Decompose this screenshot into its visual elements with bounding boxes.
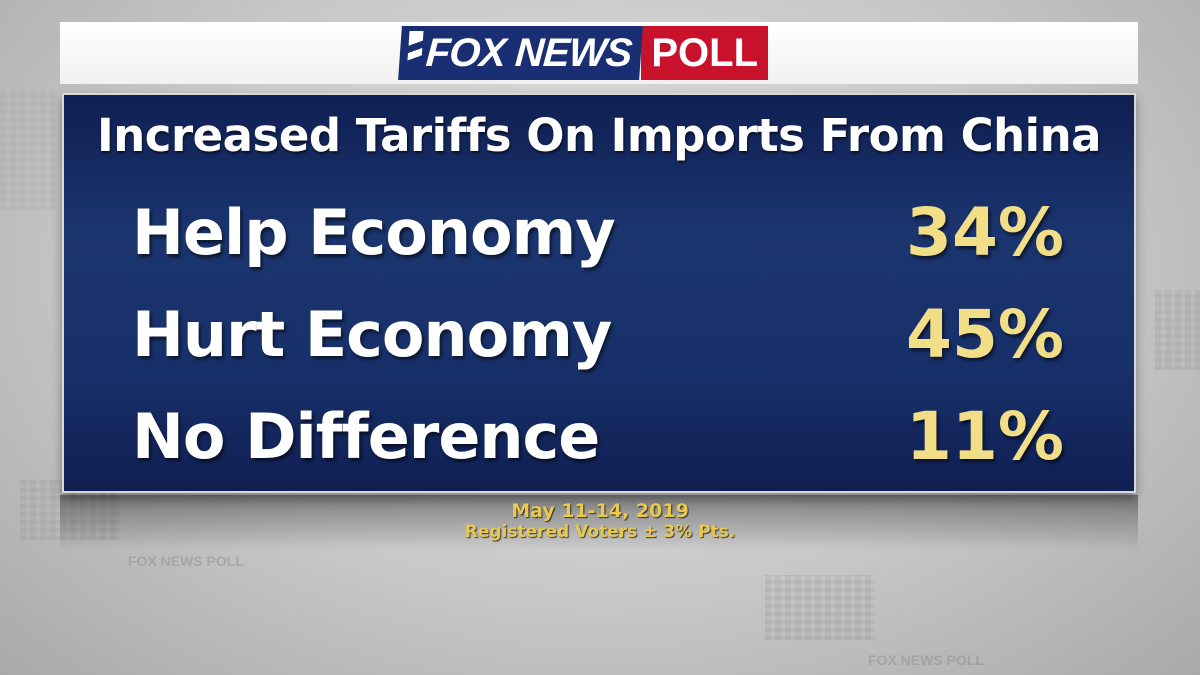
fox-news-poll-logo: FOX NEWS POLL (398, 26, 769, 80)
background-watermark: FOX NEWS POLL (868, 652, 984, 668)
result-row: Help Economy 34% (64, 183, 1134, 283)
poll-logo: POLL (641, 26, 769, 80)
poll-date: May 11-14, 2019 (511, 500, 689, 522)
poll-footer: May 11-14, 2019 Registered Voters ± 3% P… (0, 500, 1200, 542)
result-label: Help Economy (132, 196, 616, 269)
result-label: No Difference (132, 400, 600, 473)
poll-question-title: Increased Tariffs On Imports From China (97, 109, 1102, 162)
result-value: 34% (906, 194, 1064, 271)
fox-news-logo-text: FOX NEWS (424, 30, 633, 75)
background-grid-decoration (1155, 290, 1200, 370)
result-value: 11% (906, 398, 1064, 475)
fox-news-logo: FOX NEWS (398, 26, 644, 80)
fox-slash-icon (406, 31, 424, 75)
result-value: 45% (906, 296, 1064, 373)
background-grid-decoration (765, 575, 875, 640)
panel-shadow (60, 495, 1138, 550)
poll-sample-note: Registered Voters ± 3% Pts. (464, 522, 736, 542)
result-label: Hurt Economy (132, 298, 612, 371)
background-grid-decoration (0, 90, 55, 210)
result-row: No Difference 11% (64, 387, 1134, 487)
background-watermark: FOX NEWS POLL (128, 553, 244, 569)
poll-results-panel: Increased Tariffs On Imports From China … (62, 93, 1136, 493)
result-row: Hurt Economy 45% (64, 285, 1134, 385)
